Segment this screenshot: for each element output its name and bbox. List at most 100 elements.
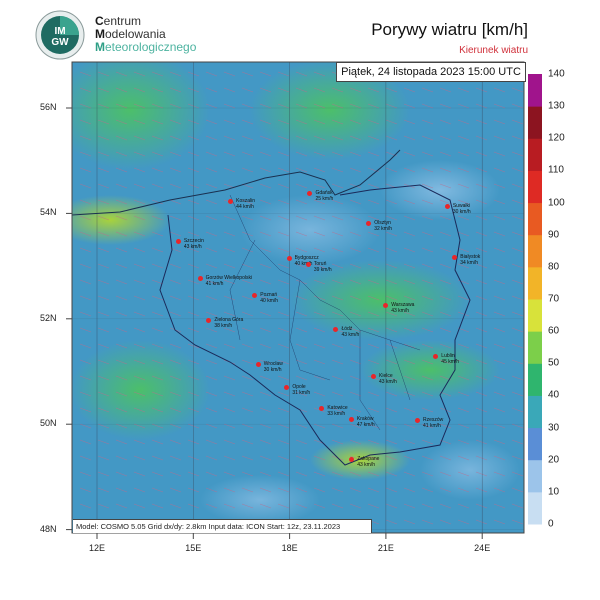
wind-arrow-icon bbox=[349, 167, 362, 173]
wind-arrow-icon bbox=[403, 519, 416, 525]
wind-arrow-icon bbox=[79, 471, 92, 477]
wind-arrow-icon bbox=[457, 119, 470, 125]
wind-arrow-icon bbox=[511, 199, 524, 205]
wind-arrow-icon bbox=[223, 439, 236, 445]
wind-arrow-icon bbox=[457, 103, 470, 109]
wind-arrow-icon bbox=[349, 199, 362, 205]
wind-arrow-icon bbox=[223, 503, 236, 509]
colorbar-segment bbox=[528, 74, 542, 107]
wind-arrow-icon bbox=[493, 375, 506, 381]
city-dot-icon bbox=[206, 317, 212, 323]
wind-arrow-icon bbox=[133, 391, 146, 397]
wind-arrow-icon bbox=[295, 135, 308, 141]
wind-arrow-icon bbox=[511, 391, 524, 397]
wind-arrow-icon bbox=[457, 391, 470, 397]
wind-arrow-icon bbox=[205, 391, 218, 397]
model-info: Model: COSMO 5.05 Grid dx/dy: 2.8km Inpu… bbox=[73, 519, 372, 533]
colorbar-label: 60 bbox=[548, 325, 560, 337]
wind-arrow-icon bbox=[151, 471, 164, 477]
wind-arrow-icon bbox=[295, 167, 308, 173]
wind-arrow-icon bbox=[439, 167, 452, 173]
city-name: Gdańsk bbox=[315, 189, 333, 196]
wind-arrow-icon bbox=[295, 311, 308, 317]
wind-arrow-icon bbox=[331, 263, 344, 269]
wind-arrow-icon bbox=[169, 263, 182, 269]
city-gust-value: 31 km/h bbox=[292, 389, 311, 396]
wind-arrow-icon bbox=[439, 471, 452, 477]
wind-arrow-icon bbox=[385, 343, 398, 349]
wind-arrow-icon bbox=[313, 247, 326, 253]
wind-arrow-icon bbox=[439, 455, 452, 461]
wind-arrow-icon bbox=[133, 215, 146, 221]
wind-arrow-icon bbox=[439, 327, 452, 333]
wind-arrow-icon bbox=[115, 87, 128, 93]
city-dot-icon bbox=[305, 261, 311, 267]
wind-arrow-icon bbox=[205, 263, 218, 269]
wind-arrow-icon bbox=[205, 295, 218, 301]
lat-label: 54N bbox=[40, 207, 57, 218]
wind-arrow-icon bbox=[97, 71, 110, 77]
wind-arrow-icon bbox=[421, 391, 434, 397]
colorbar-label: 130 bbox=[548, 100, 565, 112]
wind-arrow-icon bbox=[457, 423, 470, 429]
wind-arrow-icon bbox=[385, 247, 398, 253]
wind-arrow-icon bbox=[97, 247, 110, 253]
wind-arrow-icon bbox=[79, 487, 92, 493]
wind-arrow-icon bbox=[349, 471, 362, 477]
wind-arrow-icon bbox=[385, 391, 398, 397]
wind-arrow-icon bbox=[79, 423, 92, 429]
wind-arrow-icon bbox=[475, 87, 488, 93]
city-gust-value: 44 km/h bbox=[236, 204, 254, 211]
wind-arrow-icon bbox=[259, 135, 272, 141]
wind-arrow-icon bbox=[421, 103, 434, 109]
city-marker: Olsztyn 32 km/h bbox=[366, 220, 392, 232]
city-gust-value: 39 km/h bbox=[313, 266, 332, 273]
wind-arrow-icon bbox=[313, 231, 326, 237]
wind-arrow-icon bbox=[385, 487, 398, 493]
wind-arrow-icon bbox=[403, 391, 416, 397]
colorbar-segment bbox=[528, 299, 542, 332]
wind-arrow-icon bbox=[79, 71, 92, 77]
wind-arrow-icon bbox=[259, 295, 272, 301]
wind-arrow-icon bbox=[259, 391, 272, 397]
wind-arrow-icon bbox=[169, 471, 182, 477]
wind-arrow-icon bbox=[385, 167, 398, 173]
wind-arrow-icon bbox=[331, 135, 344, 141]
wind-arrow-icon bbox=[97, 279, 110, 285]
wind-arrow-icon bbox=[403, 103, 416, 109]
colorbar-segment bbox=[528, 491, 542, 525]
wind-arrow-icon bbox=[421, 231, 434, 237]
wind-arrow-icon bbox=[457, 199, 470, 205]
city-name: Warszawa bbox=[391, 301, 415, 308]
wind-arrow-icon bbox=[403, 151, 416, 157]
wind-arrow-icon bbox=[457, 519, 470, 525]
wind-arrow-icon bbox=[259, 231, 272, 237]
wind-arrow-icon bbox=[475, 407, 488, 413]
wind-arrow-icon bbox=[403, 471, 416, 477]
wind-arrow-icon bbox=[133, 119, 146, 125]
wind-arrow-icon bbox=[133, 311, 146, 317]
wind-arrow-icon bbox=[493, 103, 506, 109]
wind-arrow-icon bbox=[97, 359, 110, 365]
colorbar-segment bbox=[528, 331, 542, 364]
wind-arrow-icon bbox=[313, 103, 326, 109]
wind-arrow-icon bbox=[79, 215, 92, 221]
org-line-2: odelowania bbox=[105, 27, 166, 41]
wind-arrow-icon bbox=[205, 135, 218, 141]
wind-arrow-icon bbox=[277, 183, 290, 189]
city-marker: Gdańsk 25 km/h bbox=[307, 189, 333, 202]
wind-arrow-icon bbox=[349, 247, 362, 253]
city-name: Lublin bbox=[441, 353, 455, 360]
wind-arrow-icon bbox=[259, 71, 272, 77]
wind-arrow-icon bbox=[313, 471, 326, 477]
wind-arrow-icon bbox=[331, 119, 344, 125]
wind-arrow-icon bbox=[439, 519, 452, 525]
colorbar-segment bbox=[528, 234, 542, 268]
wind-arrow-icon bbox=[151, 247, 164, 253]
wind-arrow-icon bbox=[259, 119, 272, 125]
wind-arrow-icon bbox=[133, 231, 146, 237]
wind-arrow-icon bbox=[385, 471, 398, 477]
wind-arrow-icon bbox=[241, 343, 254, 349]
wind-arrow-icon bbox=[241, 503, 254, 509]
wind-arrow-icon bbox=[493, 503, 506, 509]
